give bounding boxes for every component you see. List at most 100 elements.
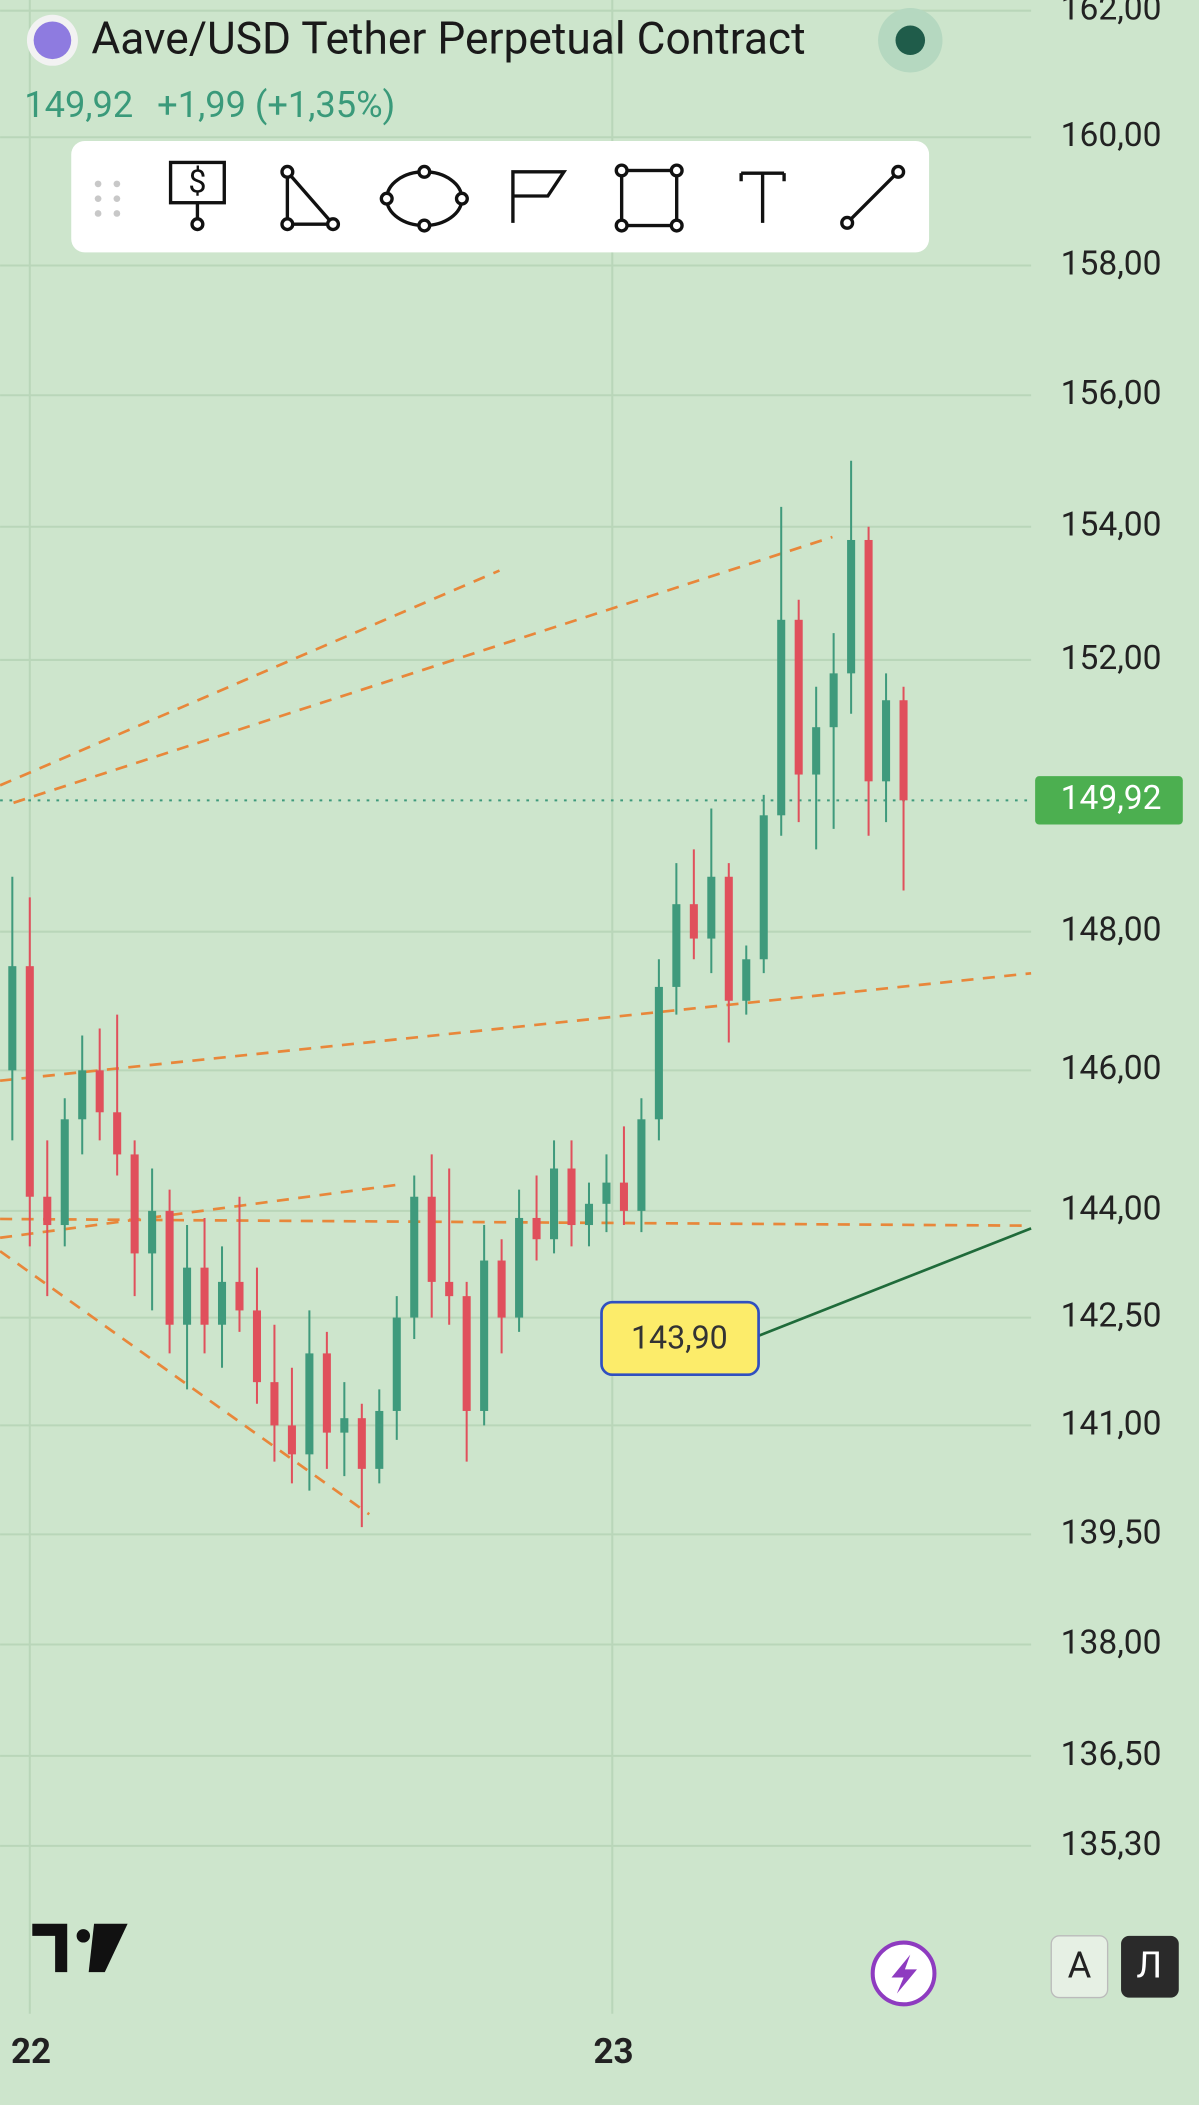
x-tick-label: 22 [11, 2031, 51, 2072]
candle-body [689, 904, 698, 939]
drawings [0, 535, 1032, 1516]
auto-scale-button[interactable]: A [1050, 1935, 1109, 1999]
symbol-title: Aave/USD Tether Perpetual Contract [91, 12, 805, 64]
y-tick-label: 141,00 [1061, 1404, 1162, 1443]
candle-body [602, 1182, 611, 1204]
candle-body [864, 539, 873, 782]
candle-body [882, 700, 891, 782]
candle-body [357, 1418, 366, 1469]
grid [0, 0, 1032, 2014]
candle-body [130, 1154, 139, 1254]
flag-tool[interactable] [511, 170, 568, 223]
y-tick-label: 162,00 [1061, 0, 1162, 29]
status-dot [895, 25, 926, 56]
y-tick-label: 148,00 [1061, 911, 1162, 950]
candle-body [777, 619, 786, 816]
candle-body [724, 876, 733, 1001]
trend-line[interactable] [0, 1182, 404, 1240]
header-change: +1,99 (+1,35%) [157, 83, 395, 126]
text-tool[interactable] [739, 171, 786, 223]
line-tool[interactable] [840, 164, 906, 230]
candle-body [410, 1196, 419, 1318]
candle-body [427, 1196, 436, 1282]
candle-body [637, 1119, 646, 1211]
candle-body [707, 876, 716, 939]
y-tick-label: 152,00 [1061, 639, 1162, 678]
x-tick-label: 23 [593, 2031, 633, 2072]
candle-body [847, 539, 856, 674]
candle-body [550, 1168, 559, 1240]
trend-line[interactable] [0, 569, 501, 787]
candle-body [812, 727, 821, 775]
callout-box [600, 1300, 760, 1377]
candle-body [322, 1353, 331, 1433]
auto-scale-label: A [1068, 1944, 1092, 1987]
candle-body [654, 986, 663, 1120]
y-tick-label: 139,50 [1061, 1513, 1162, 1552]
drawing-toolbar: $ [71, 140, 930, 253]
candle-body [392, 1317, 401, 1411]
ellipse-tool[interactable] [379, 164, 469, 233]
candle-body [480, 1260, 489, 1411]
candle-body [672, 904, 681, 987]
candle-body [619, 1182, 628, 1211]
svg-text:$: $ [188, 162, 206, 200]
candle-body [252, 1310, 261, 1383]
symbol-icon-inner [33, 21, 72, 60]
candle-body [78, 1070, 87, 1120]
tv-logo[interactable] [32, 1923, 128, 1973]
log-scale-button[interactable]: Л [1121, 1935, 1179, 1998]
candle-body [445, 1281, 454, 1297]
candle-body [8, 966, 17, 1071]
y-tick-label: 142,50 [1061, 1296, 1162, 1335]
y-tick-label: 136,50 [1061, 1735, 1162, 1774]
y-tick-label: 138,00 [1061, 1623, 1162, 1662]
candle-body [165, 1210, 174, 1325]
candle-body [43, 1196, 52, 1226]
candle-body [113, 1112, 122, 1155]
candle-body [340, 1418, 349, 1433]
y-tick-label: 156,00 [1061, 374, 1162, 413]
candle-body [794, 619, 803, 775]
last-price-tag [1035, 776, 1183, 825]
quick-action[interactable] [870, 1940, 937, 2007]
candle-body [217, 1281, 227, 1325]
candles [8, 460, 908, 1528]
trend-line[interactable] [13, 535, 833, 805]
header-price: 149,92 [24, 83, 133, 126]
candle-body [25, 966, 34, 1197]
rectangle-tool[interactable] [614, 163, 684, 233]
candle-body [532, 1217, 541, 1240]
y-tick-label: 135,30 [1061, 1825, 1162, 1864]
candle-body [183, 1267, 192, 1325]
candle-body [567, 1168, 576, 1226]
callout-line[interactable] [758, 1227, 1032, 1338]
price-note-tool[interactable]: $ [168, 160, 226, 232]
candle-body [829, 673, 838, 728]
candle-body [95, 1070, 104, 1113]
candle-body [497, 1260, 506, 1318]
candle-body [305, 1353, 314, 1455]
candle-body [462, 1296, 471, 1411]
y-tick-label: 158,00 [1061, 244, 1162, 283]
last-price-label: 149,92 [1061, 779, 1162, 818]
candle-body [759, 815, 768, 960]
candle-body [235, 1281, 244, 1311]
candle-body [742, 959, 751, 1001]
y-tick-label: 160,00 [1061, 116, 1162, 155]
candle-body [270, 1382, 279, 1426]
y-tick-label: 144,00 [1061, 1190, 1162, 1229]
candle-body [148, 1210, 157, 1254]
y-tick-label: 154,00 [1061, 506, 1162, 545]
log-scale-label: Л [1136, 1944, 1162, 1987]
candle-body [899, 700, 908, 801]
trend-line[interactable] [0, 1250, 371, 1516]
callout-text: 143,90 [631, 1318, 728, 1356]
triangle-tool[interactable] [280, 164, 341, 232]
candle-body [375, 1410, 384, 1469]
trend-line[interactable] [0, 971, 1032, 1083]
callout[interactable]: 143,90 [600, 1300, 760, 1377]
toolbar-handle[interactable] [94, 180, 121, 217]
